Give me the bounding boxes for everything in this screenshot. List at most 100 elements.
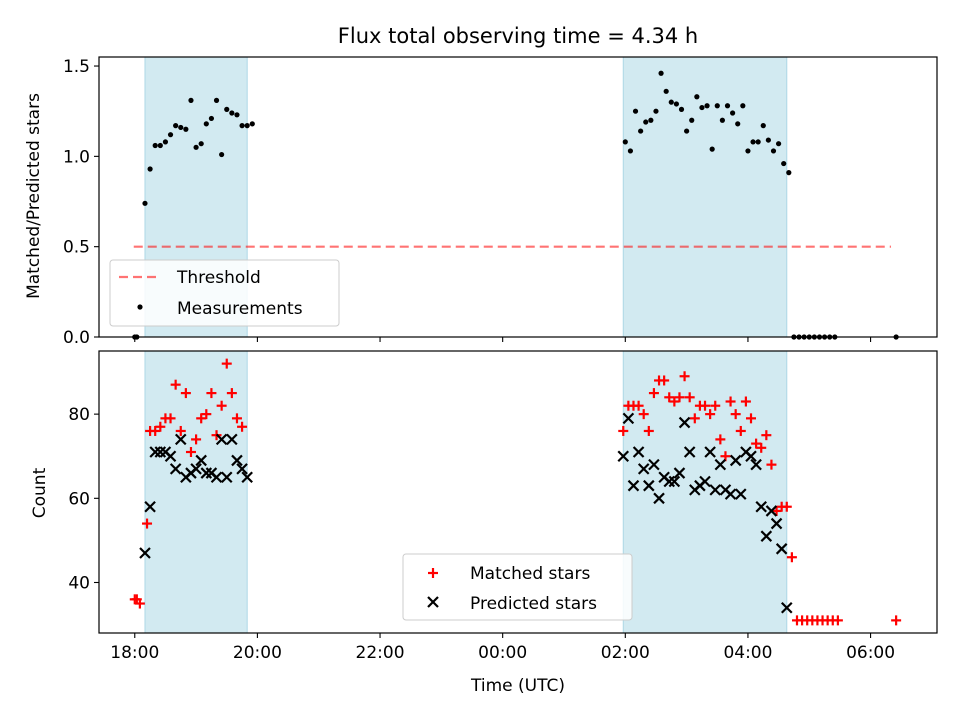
predicted-star-point [678,416,691,429]
measurement-point [234,112,240,118]
x-tick-label: 18:00 [110,643,159,663]
x-tick-label: 22:00 [356,643,405,663]
measurement-point [745,148,751,154]
matched-star-point [735,425,746,436]
matched-star-point [206,388,217,399]
measurement-point [770,148,777,154]
predicted-star-point [622,412,635,425]
bottom-x-ticks: 18:00 20:00 22:00 00:00 02:00 04:00 06:00 [110,633,895,663]
measurement-point [719,117,725,123]
measurement-point [622,139,628,145]
predicted-star-point [770,517,783,530]
predicted-star-point [735,488,747,500]
top-panel: 0.0 0.5 1.0 1.5 Matched/Predicted stars Thr… [24,56,938,348]
matched-star-point [771,505,782,516]
matched-star-point [710,400,721,411]
measurement-point [740,103,746,109]
matched-star-point [705,409,716,420]
measurement-point [219,151,225,158]
predicted-star-point [648,458,660,471]
measurement-point [162,139,169,145]
measurement-point [638,128,644,134]
matched-star-point [679,371,690,382]
x-tick-label: 06:00 [846,643,895,663]
measurement-point [689,117,695,123]
matched-star-point [226,388,237,399]
matched-star-point [746,413,757,424]
x-tick-label: 04:00 [723,643,772,663]
measurement-point [684,128,690,134]
measurement-point [213,97,220,103]
predicted-star-point [174,433,187,446]
chart-title: Flux total observing time = 4.34 h [338,24,698,48]
bottom-y-axis-label: Count [30,467,50,518]
matched-star-point [216,400,227,411]
predicted-star-point [164,450,177,463]
matched-star-point [725,396,736,407]
predicted-star-point [653,492,665,505]
matched-star-point [231,413,242,424]
measurement-point [663,88,669,94]
top-legend: Threshold Measurements [109,259,340,327]
matched-star-point [196,413,207,424]
measurement-point [167,132,174,138]
measurement-point [760,123,766,129]
matched-star-point [648,388,659,399]
legend-predicted-swatch [427,596,439,608]
measurement-point [632,108,639,114]
matched-star-point [730,409,741,420]
measurement-point [781,160,787,167]
predicted-star-point [714,458,727,471]
predicted-star-point [617,450,630,463]
predicted-star-point [627,479,640,492]
predicted-star-point [699,475,711,488]
matched-star-point [175,425,186,436]
matched-star-point [786,552,797,563]
measurement-point [653,108,659,114]
predicted-star-point [154,446,167,458]
matched-star-point [684,392,695,403]
predicted-star-point [236,463,248,475]
matched-star-point [664,392,675,403]
predicted-star-point [704,446,716,458]
measurement-point [673,101,680,107]
matched-star-point [756,442,767,453]
matched-star-point [669,396,680,407]
measurement-point [203,121,209,127]
y-tick-label: 80 [68,405,90,425]
predicted-star-point [750,458,762,471]
measurement-point [648,117,654,123]
x-axis-label: Time (UTC) [470,676,565,696]
measurement-point [786,170,792,176]
top-y-axis-label: Matched/Predicted stars [24,93,44,299]
measurement-point [724,103,731,109]
bottom-plot-frame [98,350,938,634]
predicted-star-point [241,471,253,484]
matched-star-point [720,451,731,462]
measurement-point [188,97,194,103]
matched-star-point [715,434,726,445]
matched-star-point [766,459,777,470]
y-tick-label: 1.0 [63,147,90,167]
predicted-star-point [139,547,151,559]
bottom-y-ticks: 40 60 80 [68,405,99,593]
matched-star-point [689,413,700,424]
predicted-star-point [190,463,202,475]
matched-star-point [638,409,649,420]
matched-star-point [180,388,191,399]
measurement-point [173,123,179,129]
measurement-point [152,142,158,149]
predicted-star-point [745,450,757,463]
predicted-star-point [226,433,238,446]
measurement-point [229,110,235,116]
measurement-point [709,146,715,152]
matched-star-point [633,400,644,411]
matched-star-point [165,413,176,424]
predicted-star-point [765,505,778,517]
legend-measurements-label: Measurements [177,299,303,319]
measurement-point [750,139,756,145]
predicted-star-point [775,543,788,555]
predicted-star-point [637,463,650,475]
predicted-star-point [215,433,228,446]
